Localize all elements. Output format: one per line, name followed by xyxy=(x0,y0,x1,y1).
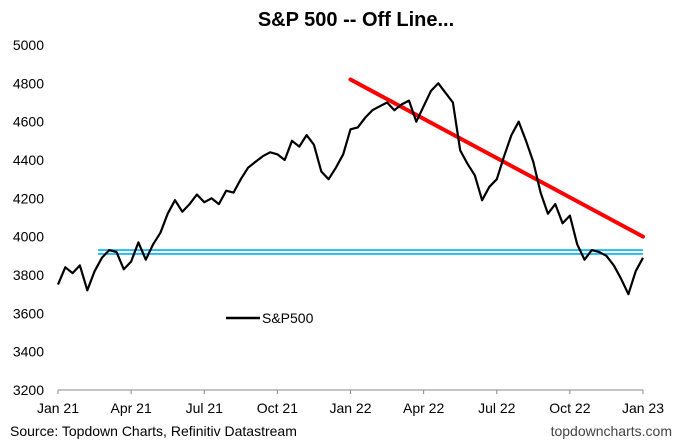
x-tick-label: Jan 22 xyxy=(329,400,371,416)
legend-label: S&P500 xyxy=(262,310,314,326)
series-group xyxy=(56,82,644,296)
x-tick-label: Apr 21 xyxy=(111,400,152,416)
chart-title: S&P 500 -- Off Line... xyxy=(258,9,454,31)
resistance-trendline xyxy=(348,77,645,239)
resistance-line xyxy=(348,77,645,239)
legend: S&P500 xyxy=(226,310,314,326)
y-tick-label: 4800 xyxy=(13,75,44,91)
x-tick-label: Jan 21 xyxy=(37,400,79,416)
x-tick-label: Jan 23 xyxy=(622,400,664,416)
x-tick-label: Jul 21 xyxy=(186,400,224,416)
y-tick-label: 4000 xyxy=(13,229,44,245)
support-band xyxy=(98,249,643,255)
y-tick-label: 4600 xyxy=(13,114,44,130)
x-tick-label: Apr 22 xyxy=(403,400,444,416)
y-tick-label: 3800 xyxy=(13,267,44,283)
y-tick-label: 4400 xyxy=(13,152,44,168)
x-tick-label: Jul 22 xyxy=(478,400,516,416)
x-tick-label: Oct 22 xyxy=(549,400,590,416)
series-line xyxy=(56,82,644,296)
source-note: Source: Topdown Charts, Refinitiv Datast… xyxy=(10,423,297,439)
y-axis: 5000 4800 4600 4400 4200 4000 3800 3600 3400 3200 xyxy=(13,37,44,398)
y-tick-label: 3200 xyxy=(13,382,44,398)
x-axis: Jan 21 Apr 21 Jul 21 Oct 21 Jan 22 Apr 22 Jul … xyxy=(37,389,664,416)
brand-watermark: topdowncharts.com xyxy=(551,423,672,439)
y-tick-label: 4200 xyxy=(13,190,44,206)
y-tick-label: 3400 xyxy=(13,344,44,360)
y-tick-label: 5000 xyxy=(13,37,44,53)
y-tick-label: 3600 xyxy=(13,305,44,321)
x-tick-label: Oct 21 xyxy=(257,400,298,416)
